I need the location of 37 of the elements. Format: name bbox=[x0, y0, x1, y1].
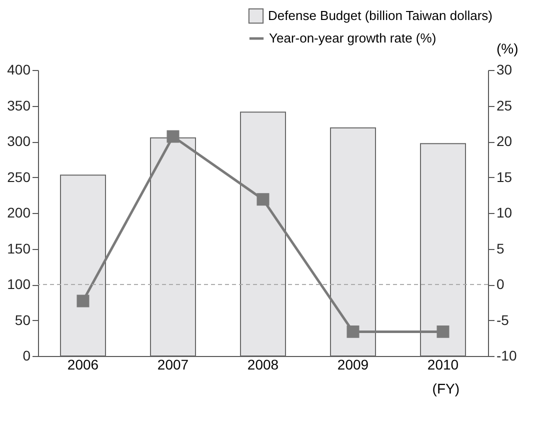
y-tick-label: 100 bbox=[7, 276, 31, 292]
y2-tick-label: 30 bbox=[496, 62, 512, 78]
point bbox=[76, 294, 90, 308]
y2-tick-label: 20 bbox=[496, 133, 512, 149]
y-tick-label: 0 bbox=[22, 348, 31, 364]
bar bbox=[60, 174, 106, 356]
y-tick-label: 350 bbox=[7, 97, 31, 114]
y-tick-label: 200 bbox=[7, 204, 31, 220]
point bbox=[166, 130, 180, 143]
point bbox=[436, 325, 450, 338]
x-axis-title: (FY) bbox=[432, 380, 460, 396]
y-tick-label: 400 bbox=[7, 62, 31, 78]
y-tick-label: 150 bbox=[7, 240, 31, 256]
y-tick-label: 50 bbox=[14, 312, 31, 328]
bar bbox=[330, 127, 376, 356]
y2-tick-label: 25 bbox=[496, 97, 512, 114]
y2-tick-label: 0 bbox=[496, 276, 504, 292]
bar bbox=[420, 143, 466, 356]
y2-tick-label: 10 bbox=[496, 204, 512, 220]
bar bbox=[150, 137, 196, 356]
x-tick-label: 2006 bbox=[67, 356, 99, 372]
x-tick-label: 2009 bbox=[337, 356, 369, 372]
y2-tick-label: 5 bbox=[496, 240, 504, 256]
point bbox=[256, 193, 270, 206]
x-tick-label: 2010 bbox=[427, 356, 459, 372]
y2-tick-label: -10 bbox=[496, 348, 517, 364]
y2-tick-label: -5 bbox=[496, 312, 510, 328]
y2-tick-label: 15 bbox=[496, 168, 512, 185]
x-tick-label: 2007 bbox=[157, 356, 189, 372]
point bbox=[346, 325, 360, 338]
legend-label: Defense Budget (billion Taiwan dollars) bbox=[268, 8, 492, 23]
y-tick-label: 300 bbox=[7, 133, 31, 149]
y2-axis-title: (%) bbox=[496, 40, 518, 56]
x-tick-label: 2008 bbox=[247, 356, 279, 372]
bar bbox=[240, 112, 286, 356]
y-tick-label: 250 bbox=[7, 168, 31, 185]
legend-label: Year-on-year growth rate (%) bbox=[269, 30, 436, 46]
